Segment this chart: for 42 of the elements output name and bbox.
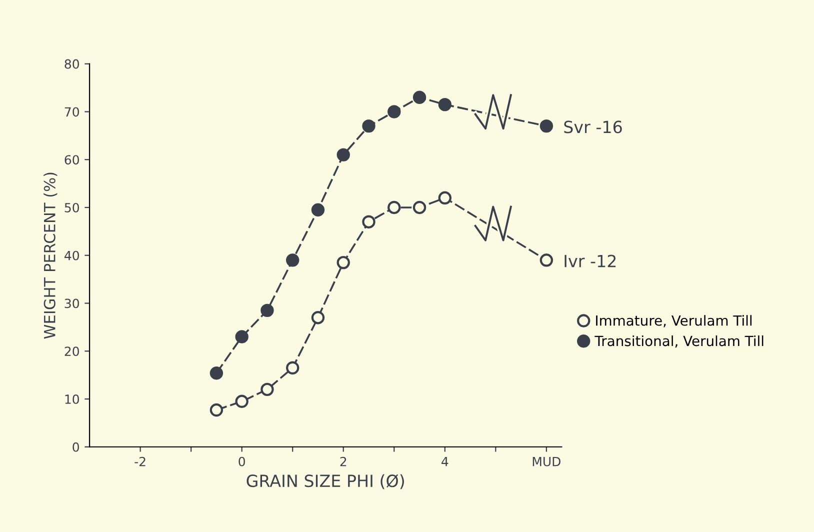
point: [336, 256, 350, 270]
x-tick-label: 4: [442, 456, 448, 466]
point: [210, 366, 224, 380]
point: [286, 361, 300, 374]
x-tick-label: MUD: [532, 456, 560, 466]
point: [438, 98, 452, 112]
point: [438, 191, 452, 205]
point: [540, 119, 554, 133]
y-tick-label: 30: [64, 298, 79, 308]
point: [388, 105, 401, 118]
point: [336, 148, 350, 162]
y-axis-title: WEIGHT PERCENT (%): [44, 172, 58, 339]
x-tick-label: 2: [340, 456, 346, 466]
y-tick-label: 80: [64, 59, 79, 69]
annotation: Svr -16: [564, 120, 622, 134]
annotation: Ivr -12: [564, 254, 616, 268]
y-tick-label: 0: [72, 442, 79, 452]
point: [311, 203, 325, 216]
point: [311, 311, 325, 324]
y-tick-label: 50: [64, 202, 79, 212]
point: [210, 403, 224, 417]
y-tick-label: 10: [65, 394, 79, 404]
y-tick-label: 70: [64, 107, 79, 117]
y-tick-label: 20: [64, 346, 79, 356]
x-axis-title: GRAIN SIZE PHI (Ø): [246, 474, 404, 490]
y-tick-label: 40: [64, 250, 79, 260]
point: [286, 254, 300, 267]
point: [540, 254, 554, 267]
x-tick-label: 0: [238, 456, 245, 466]
point: [235, 394, 248, 408]
point: [412, 90, 426, 104]
legend-label: Immature, Verulam Till: [596, 315, 752, 328]
point: [260, 382, 274, 396]
y-tick-label: 60: [64, 155, 79, 165]
point: [362, 215, 376, 228]
point: [388, 200, 401, 214]
point: [260, 304, 274, 318]
legend-label: Transitional, Verulam Till: [594, 335, 764, 348]
point: [412, 200, 426, 214]
point: [235, 330, 248, 344]
point: [362, 119, 376, 133]
x-tick-label: -2: [134, 456, 146, 466]
